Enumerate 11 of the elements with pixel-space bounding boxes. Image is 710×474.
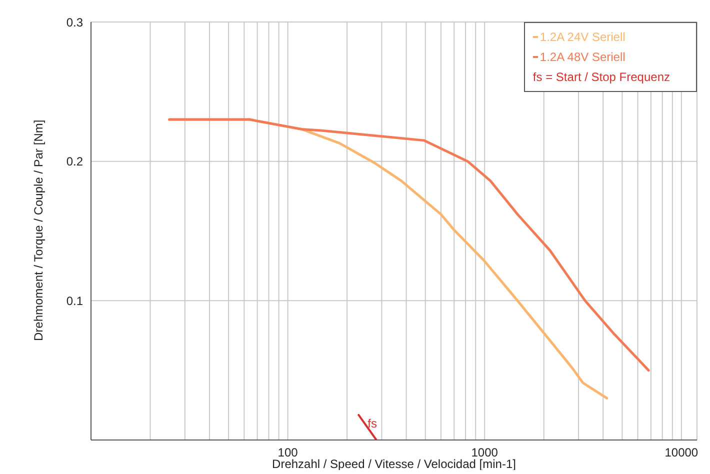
y-tick-label: 0.1	[66, 294, 84, 308]
annotation: fs	[368, 416, 377, 431]
text: fs = Start / Stop Frequenz	[532, 69, 670, 86]
x-tick-label: 10000	[664, 446, 698, 460]
x-tick-label: 100	[278, 446, 298, 460]
x-tick-label: 1000	[471, 446, 498, 460]
y-tick-label: 0.2	[66, 154, 84, 169]
legend-label: 1.2A 24V Seriell	[540, 29, 626, 46]
legend-label: 1.2A 48V Seriell	[540, 49, 626, 66]
y-axis-title: Drehmoment / Torque / Couple / Par [Nm]	[31, 120, 46, 341]
y-tick-label: 0.3	[66, 15, 84, 30]
